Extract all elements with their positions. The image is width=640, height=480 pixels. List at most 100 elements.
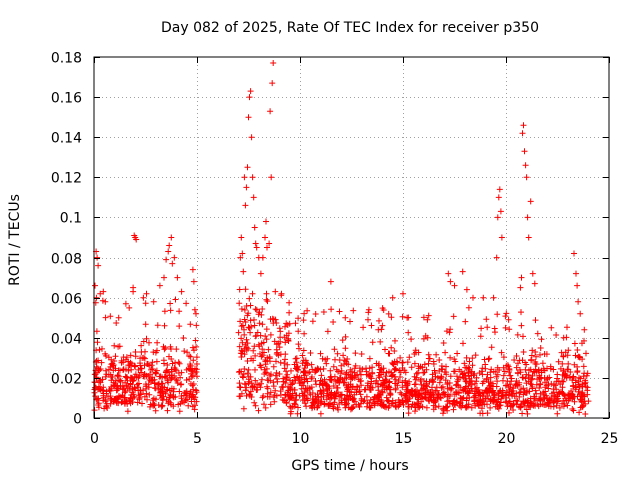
roti-point bbox=[293, 392, 300, 399]
roti-point bbox=[566, 395, 573, 402]
roti-point bbox=[334, 377, 341, 384]
roti-point bbox=[568, 388, 575, 394]
roti-point bbox=[554, 410, 561, 417]
roti-point bbox=[480, 378, 487, 385]
roti-point bbox=[582, 411, 589, 417]
roti-point bbox=[487, 386, 494, 392]
roti-point bbox=[532, 349, 539, 355]
roti-point bbox=[423, 381, 430, 387]
roti-point bbox=[380, 403, 387, 409]
roti-point bbox=[529, 270, 536, 277]
roti-point bbox=[477, 333, 484, 340]
roti-point bbox=[142, 348, 148, 355]
roti-point bbox=[564, 402, 571, 409]
roti-point bbox=[364, 380, 371, 387]
roti-point bbox=[191, 306, 198, 313]
roti-point bbox=[418, 376, 424, 383]
roti-point bbox=[263, 218, 269, 225]
roti-point bbox=[126, 304, 133, 311]
roti-point bbox=[374, 380, 381, 387]
roti-point bbox=[165, 248, 172, 255]
roti-point bbox=[373, 377, 380, 384]
roti-point bbox=[253, 387, 260, 393]
roti-point bbox=[430, 394, 437, 401]
roti-point bbox=[267, 377, 274, 384]
roti-point bbox=[403, 398, 410, 405]
roti-point bbox=[517, 403, 524, 410]
roti-point bbox=[337, 370, 344, 377]
roti-point bbox=[94, 339, 101, 346]
roti-point bbox=[289, 380, 296, 387]
roti-point bbox=[386, 390, 393, 397]
roti-point bbox=[447, 393, 453, 399]
roti-point bbox=[406, 403, 412, 410]
roti-point bbox=[251, 399, 258, 406]
roti-point bbox=[572, 352, 579, 359]
roti-point bbox=[158, 403, 165, 410]
roti-point bbox=[554, 371, 561, 378]
roti-point bbox=[314, 366, 320, 373]
roti-point bbox=[556, 404, 563, 411]
roti-point bbox=[496, 367, 503, 373]
roti-point bbox=[257, 350, 263, 357]
roti-point bbox=[283, 374, 290, 381]
y-tick-label: 0.08 bbox=[51, 252, 82, 268]
roti-point bbox=[268, 371, 274, 378]
roti-point bbox=[299, 360, 306, 367]
roti-point bbox=[513, 353, 520, 359]
roti-point bbox=[266, 240, 273, 247]
y-tick-label: 0.14 bbox=[51, 131, 82, 147]
roti-point bbox=[504, 378, 511, 385]
roti-point bbox=[96, 378, 103, 385]
roti-point bbox=[452, 358, 459, 365]
roti-point bbox=[241, 380, 248, 387]
roti-point bbox=[493, 254, 500, 261]
roti-point bbox=[466, 394, 473, 401]
roti-point bbox=[448, 385, 455, 392]
y-tick-label: 0.16 bbox=[51, 91, 82, 107]
roti-point bbox=[265, 346, 272, 353]
roti-point bbox=[459, 268, 466, 275]
roti-point bbox=[102, 396, 109, 403]
roti-point bbox=[560, 391, 567, 397]
roti-point bbox=[359, 366, 366, 373]
roti-point bbox=[438, 384, 445, 391]
roti-point bbox=[497, 399, 504, 406]
roti-point bbox=[258, 340, 265, 347]
roti-point bbox=[95, 400, 102, 407]
roti-point bbox=[421, 361, 428, 368]
roti-point bbox=[264, 393, 271, 400]
roti-point bbox=[505, 316, 512, 323]
roti-point bbox=[515, 370, 521, 377]
roti-point bbox=[286, 392, 293, 399]
roti-point bbox=[554, 398, 561, 405]
roti-point bbox=[343, 369, 350, 376]
roti-point bbox=[183, 377, 190, 383]
roti-point bbox=[92, 384, 98, 391]
roti-point bbox=[411, 360, 418, 367]
roti-point bbox=[161, 373, 168, 380]
roti-point bbox=[238, 323, 245, 330]
roti-point bbox=[247, 302, 254, 309]
roti-point bbox=[520, 349, 527, 355]
roti-point bbox=[503, 394, 510, 401]
roti-point bbox=[238, 234, 245, 241]
x-tick-label: 5 bbox=[193, 431, 202, 447]
roti-point bbox=[577, 404, 584, 411]
roti-point bbox=[259, 346, 266, 353]
roti-point bbox=[543, 376, 550, 383]
roti-point bbox=[398, 391, 405, 398]
roti-point bbox=[583, 350, 589, 357]
roti-point bbox=[300, 357, 307, 364]
roti-point bbox=[519, 130, 526, 137]
roti-point bbox=[347, 395, 354, 401]
roti-point bbox=[248, 380, 255, 387]
roti-point bbox=[575, 388, 582, 395]
roti-point bbox=[449, 400, 456, 407]
roti-point bbox=[261, 401, 267, 408]
roti-point bbox=[532, 402, 539, 409]
roti-point bbox=[176, 323, 183, 330]
roti-point bbox=[248, 394, 255, 400]
roti-point bbox=[119, 383, 126, 390]
roti-point bbox=[505, 391, 512, 398]
